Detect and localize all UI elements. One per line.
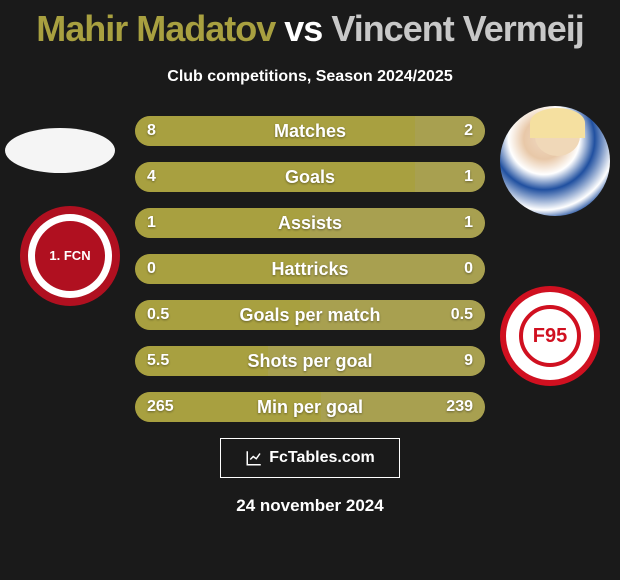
chart-icon: [245, 449, 263, 467]
stats-bars: 82Matches 41Goals 11Assists 00Hattricks 0.50…: [135, 116, 485, 422]
footer-date: 24 november 2024: [0, 496, 620, 516]
stat-bar: 82Matches: [135, 116, 485, 146]
player2-name: Vincent Vermeij: [331, 8, 583, 49]
stat-label: Assists: [135, 208, 485, 238]
stat-label: Goals per match: [135, 300, 485, 330]
player1-avatar: [5, 128, 115, 173]
stat-label: Goals: [135, 162, 485, 192]
stat-bar: 0.50.5Goals per match: [135, 300, 485, 330]
stat-label: Hattricks: [135, 254, 485, 284]
player2-club-logo: F95: [500, 286, 600, 386]
stat-bar: 11Assists: [135, 208, 485, 238]
comparison-content: 1. FCN F95 82Matches 41Goals 11Assists 00Ha…: [0, 116, 620, 422]
player2-club-text: F95: [519, 305, 581, 367]
stat-label: Matches: [135, 116, 485, 146]
brand-badge: FcTables.com: [220, 438, 400, 478]
player1-club-text: 1. FCN: [35, 221, 105, 291]
stat-bar: 41Goals: [135, 162, 485, 192]
stat-bar: 00Hattricks: [135, 254, 485, 284]
brand-text: FcTables.com: [269, 449, 375, 467]
vs-text: vs: [284, 8, 322, 49]
subtitle: Club competitions, Season 2024/2025: [0, 68, 620, 86]
stat-bar: 265239Min per goal: [135, 392, 485, 422]
stat-label: Shots per goal: [135, 346, 485, 376]
stat-label: Min per goal: [135, 392, 485, 422]
player1-name: Mahir Madatov: [36, 8, 275, 49]
player2-avatar: [500, 106, 610, 216]
player1-club-logo: 1. FCN: [20, 206, 120, 306]
stat-bar: 5.59Shots per goal: [135, 346, 485, 376]
page-title: Mahir Madatov vs Vincent Vermeij: [0, 0, 620, 50]
